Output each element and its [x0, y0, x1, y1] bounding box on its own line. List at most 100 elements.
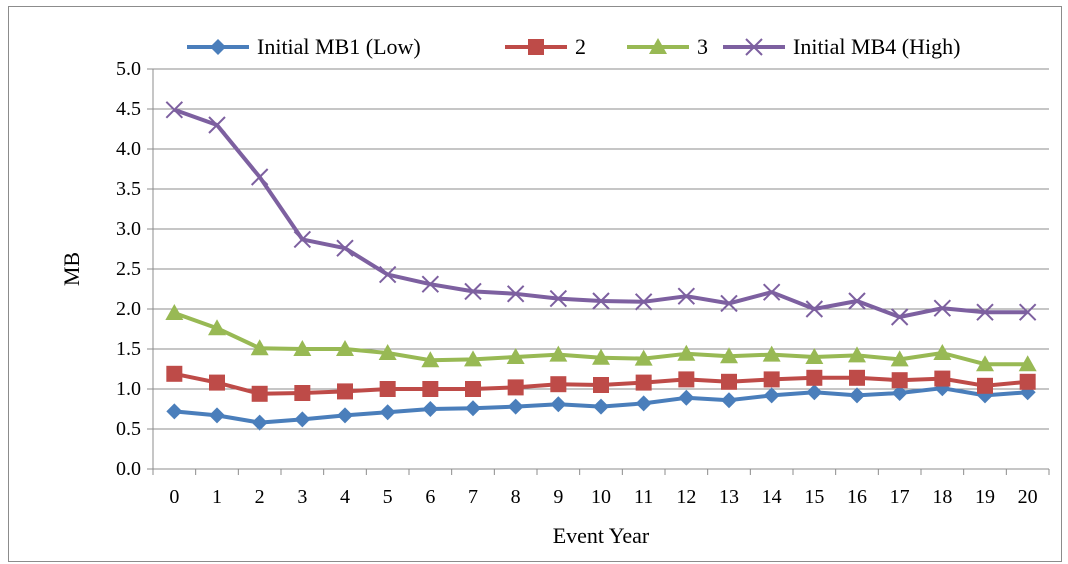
- legend-item: 3: [627, 34, 708, 59]
- data-point: [976, 355, 994, 372]
- data-point: [528, 39, 544, 55]
- data-point: [720, 347, 738, 364]
- data-point: [422, 401, 439, 417]
- data-point: [762, 283, 781, 301]
- legend: Initial MB1 (Low) 2 3 Initial MB4 (High): [187, 34, 960, 59]
- data-point: [209, 407, 225, 424]
- data-point: [592, 348, 610, 365]
- data-point: [849, 387, 865, 404]
- data-point: [378, 265, 397, 284]
- data-point: [891, 372, 908, 389]
- legend-item: Initial MB4 (High): [723, 34, 960, 59]
- y-tick-label: 3.5: [116, 178, 141, 200]
- x-tick-label: 3: [297, 486, 307, 508]
- data-point: [933, 344, 952, 360]
- data-point: [934, 370, 951, 387]
- data-point: [208, 116, 226, 134]
- data-point: [550, 396, 567, 413]
- legend-label: 2: [575, 34, 586, 59]
- data-point: [891, 385, 908, 401]
- data-point: [745, 38, 763, 56]
- x-tick-label: 6: [425, 486, 435, 508]
- series-2: [166, 365, 1036, 402]
- data-point: [250, 339, 269, 356]
- data-point: [465, 381, 481, 397]
- data-point: [465, 400, 481, 417]
- x-tick-label: 16: [847, 486, 867, 508]
- data-point: [678, 371, 695, 388]
- data-point: [806, 369, 823, 386]
- data-point: [849, 369, 865, 386]
- legend-item: 2: [505, 34, 586, 59]
- data-point: [337, 383, 353, 400]
- data-point: [251, 414, 268, 431]
- data-point: [507, 398, 524, 415]
- data-point: [1018, 355, 1037, 372]
- x-tick-label: 19: [975, 486, 995, 508]
- data-point: [166, 365, 183, 382]
- x-tick-label: 10: [591, 486, 611, 508]
- data-point: [977, 377, 993, 394]
- data-point: [635, 395, 652, 412]
- y-tick-label: 4.0: [116, 138, 141, 160]
- chart-frame: 0.0 0.5 1.0 1.5 2.0 2.5 3.0 3.5 4.0 4.5 5.0 0 1 2 3 4 5 6…: [8, 6, 1062, 562]
- data-point: [678, 389, 695, 406]
- x-tick-label: 18: [932, 486, 952, 508]
- y-tick-label: 2.0: [116, 298, 141, 320]
- data-point: [848, 346, 866, 363]
- x-tick-label: 8: [511, 486, 521, 508]
- y-axis-title: MB: [59, 252, 84, 286]
- data-point: [464, 282, 482, 301]
- data-point: [294, 385, 311, 401]
- data-point: [336, 340, 354, 356]
- data-point: [421, 351, 440, 368]
- data-point: [762, 345, 781, 362]
- data-point: [677, 344, 696, 361]
- data-point: [421, 275, 440, 293]
- data-point: [166, 403, 183, 420]
- x-axis-title: Event Year: [553, 523, 650, 548]
- data-point: [209, 374, 225, 391]
- data-point: [677, 287, 696, 305]
- data-point: [890, 350, 909, 367]
- x-tick-label: 2: [255, 486, 265, 508]
- data-point: [550, 376, 567, 393]
- data-point: [634, 349, 653, 366]
- data-point: [976, 303, 994, 321]
- series-4: [165, 101, 1037, 326]
- x-tick-label: 14: [762, 486, 782, 508]
- data-point: [933, 299, 952, 317]
- axes: 0.00.51.01.52.02.53.03.54.04.55.00 1 2 3 4 5 6…: [116, 58, 1050, 508]
- data-point: [379, 381, 396, 397]
- series-lines: [165, 101, 1037, 431]
- data-point: [337, 407, 353, 424]
- data-point: [634, 293, 653, 311]
- data-point: [379, 404, 396, 421]
- data-point: [549, 345, 568, 362]
- data-point: [805, 300, 824, 318]
- y-tick-label: 0.5: [116, 418, 141, 440]
- x-tick-label: 20: [1018, 486, 1038, 508]
- data-point: [293, 230, 312, 249]
- x-tick-label: 11: [634, 486, 653, 508]
- data-point: [1019, 373, 1036, 390]
- y-tick-label: 4.5: [116, 98, 141, 120]
- data-point: [210, 39, 226, 55]
- data-point: [890, 308, 909, 326]
- x-tick-label: 0: [169, 486, 179, 508]
- data-point: [763, 371, 780, 388]
- x-tick-label: 9: [553, 486, 563, 508]
- line-chart: 0.00.51.01.52.02.53.03.54.04.55.00 1 2 3 4 5 6…: [59, 34, 1050, 548]
- data-point: [506, 348, 525, 364]
- x-tick-label: 7: [468, 486, 478, 508]
- x-tick-label: 1: [212, 486, 222, 508]
- x-tick-label: 17: [890, 486, 910, 508]
- data-point: [378, 344, 397, 360]
- legend-label: Initial MB4 (High): [793, 34, 960, 59]
- x-tick-label: 15: [804, 486, 824, 508]
- data-point: [251, 385, 268, 402]
- legend-label: 3: [697, 34, 708, 59]
- data-point: [422, 381, 439, 397]
- y-tick-label: 0.0: [116, 458, 141, 480]
- data-point: [507, 379, 524, 396]
